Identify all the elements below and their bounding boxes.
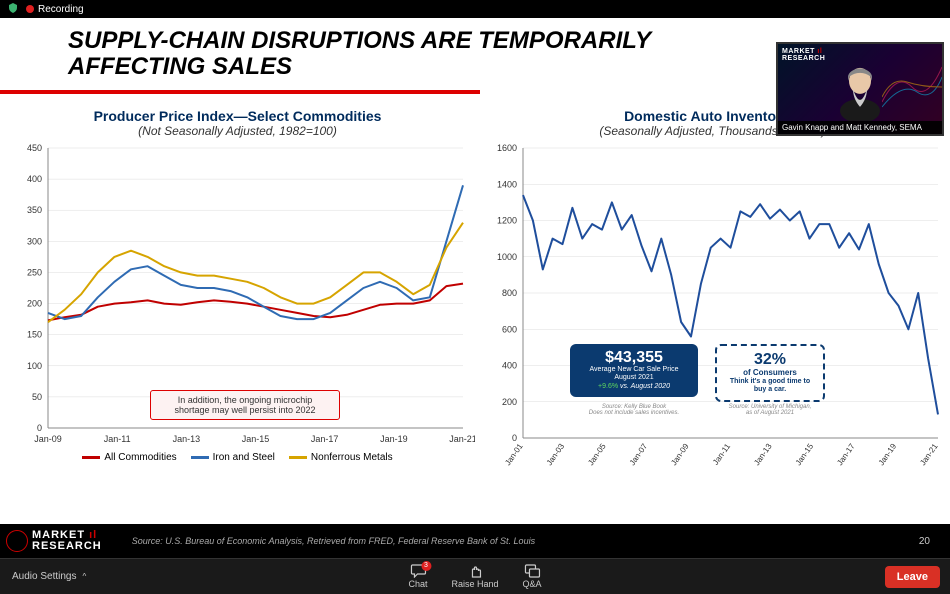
slide-title-line1: SUPPLY-CHAIN DISRUPTIONS ARE TEMPORARILY bbox=[68, 28, 651, 54]
slide-title: SUPPLY-CHAIN DISRUPTIONS ARE TEMPORARILY… bbox=[68, 28, 651, 81]
legend-item: Iron and Steel bbox=[191, 452, 275, 463]
brand-logo: MARKET ıl RESEARCH bbox=[6, 530, 102, 552]
chat-badge: 3 bbox=[421, 561, 431, 571]
svg-text:Jan-05: Jan-05 bbox=[586, 442, 608, 468]
qa-icon bbox=[524, 564, 540, 578]
svg-text:Jan-13: Jan-13 bbox=[173, 434, 201, 444]
brand-circle-icon bbox=[6, 530, 28, 552]
chart-inventory: Domestic Auto Inventories (Seasonally Ad… bbox=[475, 108, 950, 503]
svg-text:350: 350 bbox=[27, 205, 42, 215]
svg-text:1000: 1000 bbox=[497, 252, 517, 262]
zoom-toolbar: Audio Settings^ 3 Chat Raise Hand Q&A Le… bbox=[0, 558, 950, 594]
chevron-up-icon: ^ bbox=[83, 572, 87, 581]
chart-ppi-subtitle: (Not Seasonally Adjusted, 1982=100) bbox=[0, 124, 475, 138]
qa-button[interactable]: Q&A bbox=[523, 564, 542, 589]
chat-button[interactable]: 3 Chat bbox=[408, 564, 427, 589]
svg-text:Jan-11: Jan-11 bbox=[711, 442, 732, 467]
title-underline bbox=[0, 90, 480, 94]
pip-bg-graphic bbox=[882, 62, 942, 112]
chart-area: Producer Price Index—Select Commodities … bbox=[0, 108, 950, 503]
stat-price-source: Source: Kelly Blue BookDoes not include … bbox=[570, 404, 698, 416]
slide-footer: MARKET ıl RESEARCH Source: U.S. Bureau o… bbox=[0, 524, 950, 558]
speaker-avatar bbox=[836, 63, 884, 121]
audio-settings-button[interactable]: Audio Settings^ bbox=[0, 571, 98, 582]
record-icon bbox=[26, 5, 34, 13]
svg-text:Jan-17: Jan-17 bbox=[835, 442, 857, 468]
svg-text:600: 600 bbox=[502, 324, 517, 334]
svg-text:Jan-11: Jan-11 bbox=[104, 434, 131, 444]
svg-text:150: 150 bbox=[27, 330, 42, 340]
raise-hand-button[interactable]: Raise Hand bbox=[451, 564, 498, 589]
recording-label: Recording bbox=[38, 4, 84, 15]
svg-text:100: 100 bbox=[27, 361, 42, 371]
chart-ppi: Producer Price Index—Select Commodities … bbox=[0, 108, 475, 503]
legend-item: Nonferrous Metals bbox=[289, 452, 393, 463]
speaker-pip[interactable]: MARKET ılRESEARCH Gavin Knapp and Matt K… bbox=[776, 42, 944, 136]
stat-box-consumers: 32% of Consumers Think it's a good time … bbox=[715, 344, 825, 402]
chart-ppi-title: Producer Price Index—Select Commodities bbox=[0, 108, 475, 124]
svg-text:450: 450 bbox=[27, 143, 42, 153]
toolbar-center: 3 Chat Raise Hand Q&A bbox=[408, 564, 541, 589]
stat-consumers-l3: buy a car. bbox=[721, 386, 819, 394]
svg-text:400: 400 bbox=[502, 361, 517, 371]
svg-text:Jan-09: Jan-09 bbox=[34, 434, 62, 444]
chart-ppi-legend: All Commodities Iron and Steel Nonferrous … bbox=[0, 452, 475, 463]
svg-text:200: 200 bbox=[27, 299, 42, 309]
svg-text:1200: 1200 bbox=[497, 216, 517, 226]
svg-text:200: 200 bbox=[502, 397, 517, 407]
svg-text:300: 300 bbox=[27, 236, 42, 246]
svg-text:0: 0 bbox=[512, 433, 517, 443]
stat-price-l3: +9.6% vs. August 2020 bbox=[574, 383, 694, 391]
stat-price-value: $43,355 bbox=[574, 350, 694, 366]
svg-text:Jan-03: Jan-03 bbox=[545, 442, 567, 468]
svg-text:800: 800 bbox=[502, 288, 517, 298]
presentation-area: SUPPLY-CHAIN DISRUPTIONS ARE TEMPORARILY… bbox=[0, 18, 950, 558]
stat-consumers-value: 32% bbox=[721, 352, 819, 368]
svg-text:Jan-07: Jan-07 bbox=[628, 442, 650, 468]
stat-consumers-l1: of Consumers bbox=[721, 368, 819, 378]
stat-price-l2: August 2021 bbox=[574, 374, 694, 382]
stat-price-l1: Average New Car Sale Price bbox=[574, 366, 694, 374]
slide-source: Source: U.S. Bureau of Economic Analysis… bbox=[132, 536, 535, 546]
chart-inventory-plot: 0 200 400 600 800 1000 1200 1400 1600 Jan-01 Jan-0… bbox=[475, 142, 950, 482]
chart-ppi-annotation: In addition, the ongoing microchip short… bbox=[150, 390, 340, 420]
svg-text:0: 0 bbox=[37, 423, 42, 433]
svg-text:Jan-21: Jan-21 bbox=[918, 442, 940, 468]
hand-icon bbox=[467, 564, 483, 578]
svg-text:Jan-15: Jan-15 bbox=[242, 434, 270, 444]
svg-text:Jan-01: Jan-01 bbox=[503, 442, 525, 468]
svg-text:1600: 1600 bbox=[497, 143, 517, 153]
shield-icon bbox=[8, 3, 18, 16]
svg-text:Jan-21: Jan-21 bbox=[449, 434, 475, 444]
svg-text:Jan-09: Jan-09 bbox=[669, 442, 691, 468]
svg-text:Jan-15: Jan-15 bbox=[794, 442, 816, 468]
stat-consumers-l2: Think it's a good time to bbox=[721, 378, 819, 386]
svg-text:400: 400 bbox=[27, 174, 42, 184]
legend-item: All Commodities bbox=[82, 452, 176, 463]
stat-consumers-source: Source: University of Michigan,as of Aug… bbox=[715, 404, 825, 416]
stat-box-price: $43,355 Average New Car Sale Price Augus… bbox=[570, 344, 698, 397]
zoom-top-bar: Recording bbox=[0, 0, 950, 18]
brand-text: MARKET ıl RESEARCH bbox=[32, 530, 102, 552]
svg-text:Jan-19: Jan-19 bbox=[877, 442, 899, 468]
svg-text:50: 50 bbox=[32, 392, 42, 402]
speaker-caption: Gavin Knapp and Matt Kennedy, SEMA bbox=[778, 121, 942, 134]
svg-text:Jan-17: Jan-17 bbox=[311, 434, 339, 444]
svg-text:1400: 1400 bbox=[497, 179, 517, 189]
leave-button[interactable]: Leave bbox=[885, 566, 940, 588]
svg-text:Jan-13: Jan-13 bbox=[752, 442, 774, 468]
slide-page-number: 20 bbox=[919, 536, 930, 547]
slide-title-line2: AFFECTING SALES bbox=[68, 54, 651, 80]
pip-brand-logo: MARKET ılRESEARCH bbox=[782, 48, 825, 62]
svg-text:Jan-19: Jan-19 bbox=[380, 434, 408, 444]
chat-icon: 3 bbox=[410, 564, 426, 578]
svg-text:250: 250 bbox=[27, 267, 42, 277]
